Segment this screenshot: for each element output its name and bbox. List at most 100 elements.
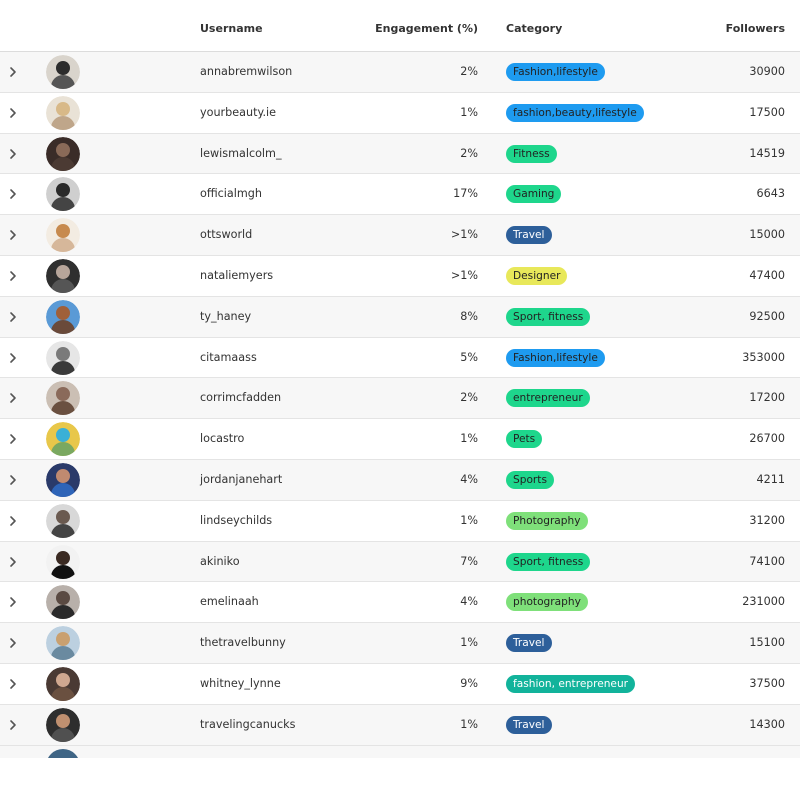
engagement-cell: 4% — [460, 472, 478, 486]
engagement-column-header[interactable]: Engagement (%) — [375, 22, 478, 35]
avatar-head — [56, 509, 70, 524]
avatar — [46, 258, 80, 293]
engagement-cell: 1% — [460, 636, 478, 650]
chevron-right-icon[interactable] — [6, 391, 20, 405]
category-badge: Fashion,lifestyle — [506, 63, 605, 81]
avatar — [46, 299, 80, 334]
username-column-header[interactable]: Username — [200, 22, 263, 35]
category-badge: Sport, fitness — [506, 307, 591, 326]
engagement-cell: 8% — [460, 309, 478, 323]
username-cell: annabremwilson — [200, 65, 293, 78]
followers-column-header[interactable]: Followers — [725, 22, 785, 35]
followers-cell: 92500 — [749, 309, 785, 323]
table-row[interactable]: corrimcfadden 2% entrepreneur 17200 — [0, 378, 800, 420]
table-row[interactable]: akiniko 7% Sport, fitness 74100 — [0, 541, 800, 583]
avatar-body — [51, 523, 75, 538]
username-cell: citamaass — [200, 350, 257, 364]
followers-cell: 231000 — [742, 595, 785, 609]
avatar-head — [56, 672, 70, 687]
engagement-cell: 9% — [460, 676, 478, 690]
influencer-table: Username Engagement (%) Category Followe… — [0, 22, 800, 758]
followers-cell: 15000 — [749, 228, 785, 242]
table-row[interactable]: locastro 1% Pets 26700 — [0, 419, 800, 460]
chevron-right-icon[interactable] — [6, 432, 20, 446]
table-row[interactable]: lindseychilds 1% Photography 31200 — [0, 500, 800, 542]
table-row[interactable]: jordanjanehart 4% Sports 4211 — [0, 459, 800, 501]
followers-cell: 74100 — [749, 554, 785, 568]
category-badge: Sports — [506, 470, 554, 489]
chevron-right-icon[interactable] — [6, 310, 20, 324]
chevron-right-icon[interactable] — [6, 228, 20, 242]
chevron-right-icon[interactable] — [6, 351, 20, 365]
table-row[interactable]: thetravelbunny 1% Travel 15100 — [0, 623, 800, 664]
chevron-right-icon[interactable] — [6, 473, 20, 487]
username-cell: travelingcanucks — [200, 717, 296, 731]
followers-cell: 4211 — [756, 472, 785, 486]
table-row[interactable]: officialmgh 17% Gaming 6643 — [0, 174, 800, 216]
chevron-right-icon[interactable] — [6, 187, 20, 201]
engagement-cell: 7% — [460, 554, 478, 568]
avatar-body — [51, 319, 75, 334]
engagement-cell: 1% — [460, 432, 478, 446]
chevron-right-icon[interactable] — [6, 718, 20, 732]
chevron-right-icon[interactable] — [6, 636, 20, 650]
chevron-right-icon[interactable] — [6, 677, 20, 691]
table-row[interactable]: emelinaah 4% photography 231000 — [0, 582, 800, 624]
category-badge: Fashion,lifestyle — [506, 348, 605, 367]
avatar-head — [56, 101, 70, 116]
table-row[interactable]: nataliemyers >1% Designer 47400 — [0, 255, 800, 297]
username-cell: lindseychilds — [200, 513, 273, 527]
avatar-body — [51, 75, 75, 89]
category-badge: Photography — [506, 511, 588, 530]
category-column-header[interactable]: Category — [506, 22, 563, 35]
avatar-head — [56, 468, 70, 483]
category-badge: entrepreneur — [506, 389, 590, 408]
username-cell: jordanjanehart — [200, 472, 283, 486]
avatar-head — [56, 713, 70, 728]
avatar — [46, 544, 80, 579]
avatar-head — [56, 346, 70, 361]
table-row[interactable]: ottsworld >1% Travel 15000 — [0, 215, 800, 256]
chevron-right-icon[interactable] — [6, 595, 20, 609]
avatar — [46, 626, 80, 661]
table-row[interactable]: citamaass 5% Fashion,lifestyle 353000 — [0, 337, 800, 379]
username-cell: locastro — [200, 432, 245, 446]
table-row[interactable]: travelingcanucks 1% Travel 14300 — [0, 704, 800, 746]
category-badge: Travel — [506, 226, 552, 245]
chevron-right-icon[interactable] — [6, 514, 20, 528]
avatar-body — [51, 238, 75, 253]
engagement-cell: 5% — [460, 350, 478, 364]
avatar — [46, 218, 80, 253]
chevron-right-icon[interactable] — [6, 147, 20, 161]
engagement-cell: 2% — [460, 146, 478, 160]
category-badge: fashion, entrepreneur — [506, 674, 636, 693]
avatar-body — [51, 360, 75, 375]
category-badge: Sport, fitness — [506, 552, 591, 571]
chevron-right-icon[interactable] — [6, 269, 20, 283]
followers-cell: 6643 — [756, 187, 785, 201]
engagement-cell: >1% — [450, 268, 478, 282]
username-cell: thetravelbunny — [200, 636, 286, 650]
username-cell: ty_haney — [200, 309, 252, 323]
chevron-right-icon[interactable] — [6, 106, 20, 120]
table-row[interactable]: lewismalcolm_ 2% Fitness 14519 — [0, 133, 800, 175]
avatar — [46, 707, 80, 742]
table-row[interactable]: yourbeauty.ie 1% fashion,beauty,lifestyle 1… — [0, 92, 800, 134]
avatar — [46, 340, 80, 375]
chevron-right-icon[interactable] — [6, 65, 20, 79]
chevron-right-icon[interactable] — [6, 555, 20, 569]
category-badge: Pets — [506, 430, 543, 449]
table-row[interactable]: ty_haney 8% Sport, fitness 92500 — [0, 296, 800, 338]
username-cell: ottsworld — [200, 228, 253, 242]
username-cell: yourbeauty.ie — [200, 105, 277, 119]
avatar — [46, 55, 80, 89]
followers-cell: 353000 — [742, 350, 785, 364]
followers-cell: 14300 — [749, 717, 785, 731]
table-row[interactable]: whitney_lynne 9% fashion, entrepreneur 3750… — [0, 663, 800, 705]
avatar-body — [51, 115, 75, 130]
avatar — [46, 748, 80, 758]
avatar — [46, 666, 80, 701]
avatar-body — [51, 442, 75, 457]
table-row[interactable]: annabremwilson 2% Fashion,lifestyle 30900 — [0, 52, 800, 93]
username-cell: akiniko — [200, 554, 240, 568]
